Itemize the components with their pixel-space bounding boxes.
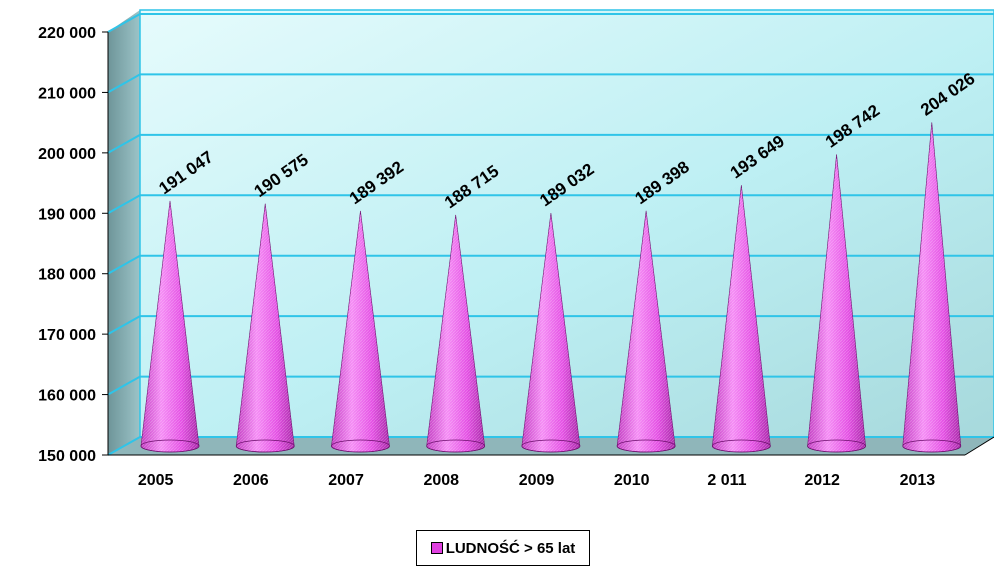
y-tick-label: 180 000 <box>38 267 96 284</box>
bar-cone <box>426 214 486 453</box>
x-tick-label: 2013 <box>900 472 936 489</box>
y-tick-label: 200 000 <box>38 146 96 163</box>
x-tick-label: 2008 <box>423 472 459 489</box>
bar-cone <box>807 154 866 453</box>
bar-cone <box>235 203 295 453</box>
bar-cone <box>616 210 676 453</box>
side-wall <box>108 10 140 455</box>
y-tick-label: 220 000 <box>38 25 96 42</box>
y-tick-label: 150 000 <box>38 448 96 465</box>
gridline-side <box>107 436 141 456</box>
legend: LUDNOŚĆ > 65 lat <box>416 530 590 566</box>
x-tick-label: 2006 <box>233 472 269 489</box>
y-tick-label: 170 000 <box>38 327 96 344</box>
x-tick-label: 2005 <box>138 472 174 489</box>
y-tick-label: 210 000 <box>38 85 96 102</box>
gridline-side <box>107 133 141 154</box>
gridline-side <box>107 315 141 336</box>
gridline-side <box>107 254 141 275</box>
legend-swatch <box>430 542 443 554</box>
bar-cone <box>521 212 581 453</box>
bar-cone <box>140 200 200 453</box>
bar-cone <box>331 210 390 453</box>
bar-cone <box>902 122 962 453</box>
gridline-side <box>107 73 141 94</box>
x-axis-depth-line <box>964 436 994 456</box>
y-tick-label: 190 000 <box>38 206 96 223</box>
bar-cone <box>711 185 771 453</box>
gridline-side <box>107 375 141 396</box>
x-tick-label: 2009 <box>519 472 555 489</box>
x-tick-label: 2 011 <box>707 472 746 489</box>
gridline-side <box>107 194 141 215</box>
gridline-side <box>107 13 141 33</box>
x-tick-label: 2012 <box>804 472 840 489</box>
legend-label: LUDNOŚĆ > 65 lat <box>445 539 576 557</box>
y-tick-label: 160 000 <box>38 388 96 405</box>
x-tick-label: 2007 <box>328 472 364 489</box>
x-tick-label: 2010 <box>614 472 650 489</box>
